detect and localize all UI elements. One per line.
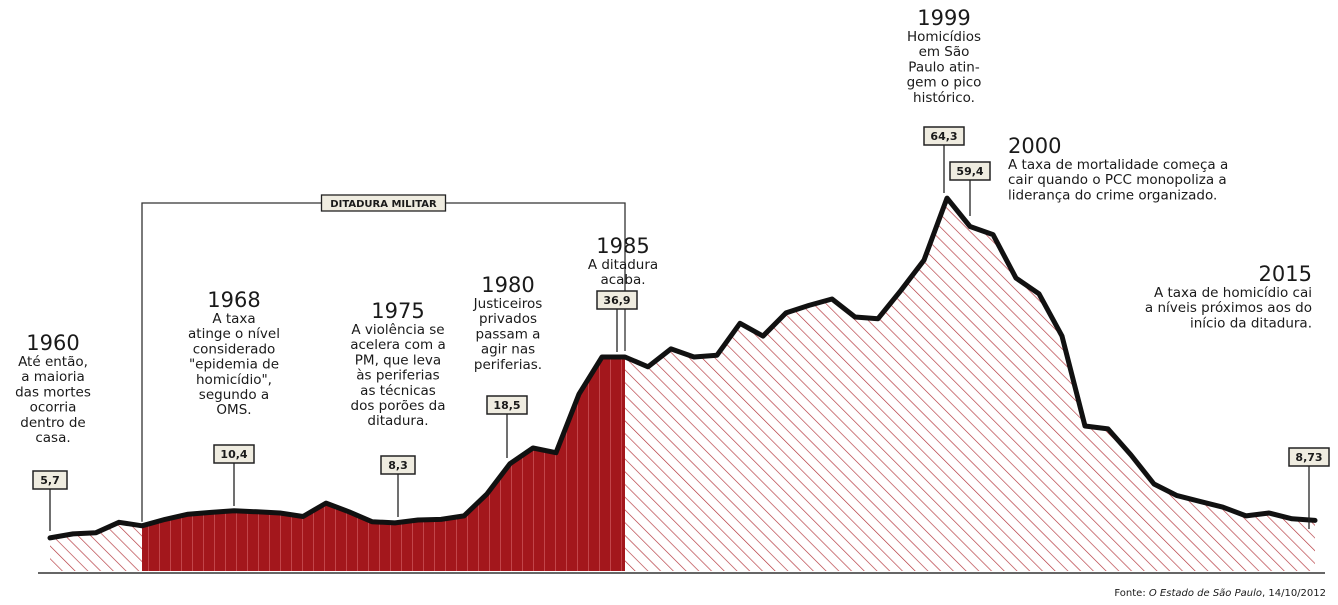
dictatorship-bracket: DITADURA MILITAR bbox=[141, 194, 626, 522]
value-label-1968: 10,4 bbox=[220, 448, 247, 461]
callout-note-2015: A taxa de homicídio cai bbox=[1154, 285, 1312, 301]
callout-note-2000: cair quando o PCC monopoliza a bbox=[1008, 172, 1227, 188]
bracket-label: DITADURA MILITAR bbox=[330, 199, 437, 210]
value-label-2000: 59,4 bbox=[956, 165, 983, 178]
callout-note-1968: segundo a bbox=[199, 387, 269, 403]
value-label-1960: 5,7 bbox=[40, 474, 60, 487]
callout-note-1960: das mortes bbox=[15, 384, 91, 400]
value-box-1985 bbox=[596, 290, 638, 310]
callout-year-2000: 2000 bbox=[1008, 134, 1061, 158]
value-box-2000 bbox=[949, 161, 991, 181]
hatched-area-fill bbox=[50, 198, 1315, 571]
callout-year-1968: 1968 bbox=[207, 288, 260, 312]
callout-note-1999: em São bbox=[919, 44, 970, 60]
callout-note-1975: acelera com a bbox=[350, 337, 446, 353]
source-date: , 14/10/2012 bbox=[1262, 588, 1326, 599]
callout-year-1975: 1975 bbox=[371, 299, 424, 323]
callout-note-1999: Paulo atin- bbox=[908, 59, 980, 75]
source-note: Fonte: O Estado de São Paulo, 14/10/2012 bbox=[1114, 588, 1326, 599]
callout-note-1975: A violência se bbox=[351, 322, 444, 338]
callout-note-2000: liderança do crime organizado. bbox=[1008, 187, 1217, 203]
callout-note-1975: dos porões da bbox=[351, 398, 446, 414]
callout-note-1980: passam a bbox=[476, 326, 541, 342]
callout-note-1980: Justiceiros bbox=[473, 296, 543, 312]
callout-year-1960: 1960 bbox=[26, 331, 79, 355]
callout-note-1975: às periferias bbox=[356, 368, 439, 384]
callout-note-2015: a níveis próximos aos do bbox=[1145, 300, 1312, 316]
callout-note-1985: acaba. bbox=[600, 272, 645, 288]
callout-note-1960: a maioria bbox=[21, 369, 85, 385]
callout-note-1975: as técnicas bbox=[360, 383, 436, 399]
dictatorship-area-fill bbox=[142, 357, 625, 571]
callout-year-1999: 1999 bbox=[917, 6, 970, 30]
source-publication: O Estado de São Paulo bbox=[1148, 588, 1262, 599]
callout-note-1968: atinge o nível bbox=[188, 326, 280, 342]
callout-note-1999: histórico. bbox=[913, 90, 975, 106]
value-label-1975: 8,3 bbox=[388, 459, 408, 472]
callout-note-1980: agir nas bbox=[481, 342, 535, 358]
bracket-label-box bbox=[320, 194, 447, 212]
callout-note-1960: ocorria bbox=[30, 400, 77, 416]
callout-note-1968: considerado bbox=[193, 341, 276, 357]
callout-year-1985: 1985 bbox=[596, 234, 649, 258]
value-box-1968 bbox=[213, 444, 255, 464]
callout-year-1980: 1980 bbox=[481, 273, 534, 297]
callout-note-2000: A taxa de mortalidade começa a bbox=[1008, 157, 1228, 173]
callout-note-1960: dentro de bbox=[20, 415, 85, 431]
callout-note-1960: Até então, bbox=[18, 354, 88, 370]
callout-year-2015: 2015 bbox=[1259, 262, 1312, 286]
callout-note-1999: Homicídios bbox=[907, 29, 981, 45]
value-label-1999: 64,3 bbox=[930, 130, 957, 143]
callout-note-1985: A ditadura bbox=[588, 257, 658, 273]
callout-note-1968: "epidemia de bbox=[189, 357, 279, 373]
callout-note-1980: periferias. bbox=[474, 357, 542, 373]
value-box-1980 bbox=[486, 395, 528, 415]
callout-note-1960: casa. bbox=[35, 430, 70, 446]
callout-note-1980: privados bbox=[479, 311, 537, 327]
callout-note-2015: início da ditadura. bbox=[1190, 315, 1312, 331]
value-label-2015: 8,73 bbox=[1295, 451, 1322, 464]
source-prefix: Fonte: bbox=[1114, 588, 1149, 599]
callout-note-1975: PM, que leva bbox=[355, 352, 441, 368]
callout-note-1968: A taxa bbox=[212, 311, 255, 327]
series-line bbox=[47, 195, 1318, 541]
value-box-1975 bbox=[380, 455, 416, 475]
value-box-1999 bbox=[923, 126, 965, 146]
value-label-1980: 18,5 bbox=[493, 399, 520, 412]
callout-note-1968: OMS. bbox=[216, 402, 251, 418]
value-box-2015 bbox=[1288, 447, 1330, 467]
value-box-1960 bbox=[32, 470, 68, 490]
callout-note-1968: homicídio", bbox=[196, 372, 272, 388]
callout-note-1999: gem o pico bbox=[907, 75, 982, 91]
value-label-1985: 36,9 bbox=[603, 294, 630, 307]
callout-note-1975: ditadura. bbox=[367, 413, 428, 429]
